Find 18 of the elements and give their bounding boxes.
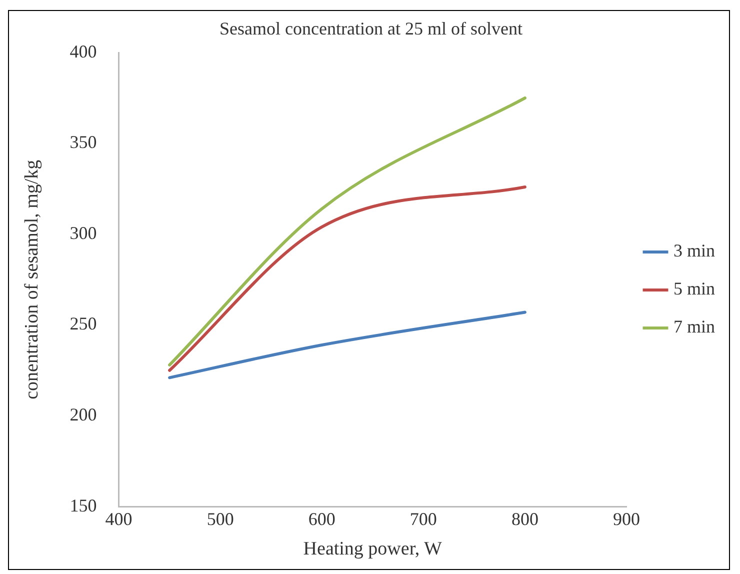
legend-label: 3 min <box>674 240 716 261</box>
x-tick-label: 500 <box>206 509 234 530</box>
y-axis-title: conentration of sesamol, mg/kg <box>21 159 42 400</box>
x-tick-label: 400 <box>105 509 132 530</box>
x-tick-label: 900 <box>613 509 640 530</box>
legend-label: 5 min <box>674 278 716 299</box>
x-tick-label: 700 <box>410 509 437 530</box>
y-tick-label: 150 <box>70 495 97 516</box>
y-tick-label: 250 <box>70 314 97 334</box>
y-tick-label: 350 <box>70 132 97 152</box>
y-tick-label: 200 <box>70 404 97 425</box>
x-tick-label: 600 <box>308 509 336 530</box>
y-tick-label: 300 <box>70 222 97 243</box>
x-axis-title: Heating power, W <box>303 538 442 560</box>
legend-label: 7 min <box>674 316 716 337</box>
y-tick-label: 400 <box>70 41 97 62</box>
x-tick-label: 800 <box>511 509 538 530</box>
chart-title: Sesamol concentration at 25 ml of solvent <box>220 18 522 39</box>
